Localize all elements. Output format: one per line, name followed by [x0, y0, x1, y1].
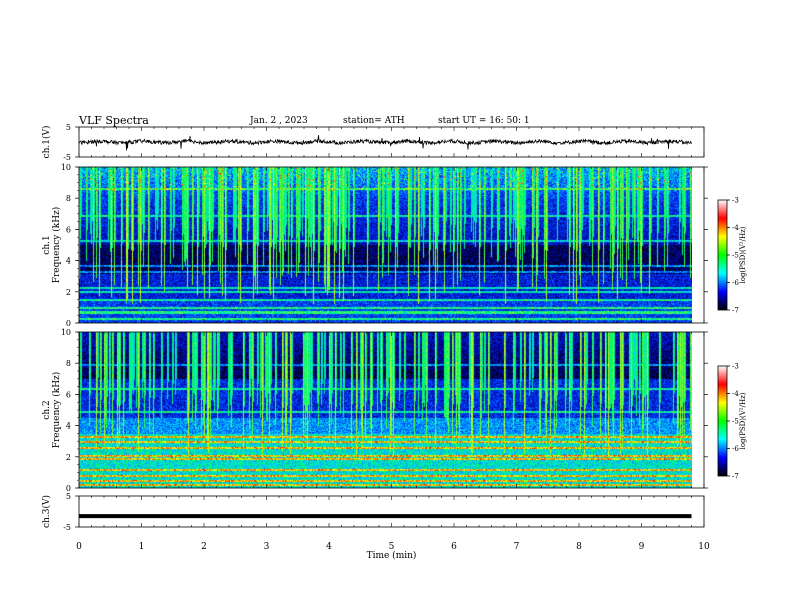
colorbar-tick-label: -7 — [732, 473, 739, 481]
colorbar-tick-label: -3 — [732, 363, 739, 371]
colorbar-tick-label: -6 — [732, 445, 739, 453]
ch2-spectrogram-ylabel: Frequency (kHz) — [51, 372, 62, 449]
y-tick-label: 4 — [66, 422, 71, 431]
ch2-colorbar: -3 -4 -5 -6 -7 log(PSD)(V²/Hz) — [717, 363, 747, 481]
ch1-colorbar: -3 -4 -5 -6 -7 log(PSD)(V²/Hz) — [717, 197, 747, 315]
y-tick-label: 0 — [66, 484, 71, 493]
y-tick-label: -5 — [63, 153, 71, 162]
ch3-waveform-ylabel: ch.3(V) — [41, 495, 52, 528]
ch1-spectrogram-ylabel: Frequency (kHz) — [51, 207, 62, 284]
colorbar-tick-label: -4 — [732, 224, 739, 232]
colorbar-tick-label: -6 — [732, 279, 739, 287]
ch1-waveform-frame — [78, 126, 705, 158]
x-tick-label: 9 — [639, 542, 645, 552]
header: VLF Spectra Jan. 2 , 2023 station= ATH s… — [78, 114, 530, 127]
x-tick-label: 6 — [451, 542, 457, 552]
ch3-waveform-frame — [78, 495, 705, 528]
x-tick-label: 10 — [698, 542, 710, 552]
x-tick-label: 1 — [139, 542, 145, 552]
x-tick-label: 2 — [201, 542, 207, 552]
colorbar-tick-label: -7 — [732, 307, 739, 315]
chart-title: VLF Spectra — [78, 114, 149, 127]
colorbar-scale — [717, 365, 728, 477]
y-tick-label: -5 — [63, 523, 71, 532]
y-tick-label: 2 — [66, 288, 71, 297]
colorbar-tick-label: -5 — [732, 418, 739, 426]
colorbar-label: log(PSD)(V²/Hz) — [739, 392, 747, 449]
spectrogram-image — [79, 167, 692, 323]
y-tick-label: 2 — [66, 453, 71, 462]
ch2-spectrogram-channel-label: ch.2 — [42, 400, 52, 419]
date-label: Jan. 2 , 2023 — [249, 116, 308, 126]
colorbar-tick-label: -4 — [732, 390, 739, 398]
x-tick-label: 8 — [576, 542, 582, 552]
x-tick-label: 7 — [514, 542, 520, 552]
colorbar-scale — [717, 199, 728, 311]
y-tick-label: 8 — [66, 359, 71, 368]
station-label: station= ATH — [343, 116, 405, 126]
colorbar-label: log(PSD)(V²/Hz) — [739, 226, 747, 283]
y-tick-label: 0 — [66, 319, 71, 328]
y-tick-label: 4 — [66, 257, 71, 266]
y-tick-label: 5 — [66, 123, 71, 132]
x-tick-label: 0 — [76, 542, 82, 552]
y-tick-label: 6 — [66, 390, 71, 399]
y-tick-label: 5 — [66, 492, 71, 501]
ch2-spectrogram — [79, 332, 692, 488]
ch1-waveform-trace — [78, 135, 692, 151]
y-tick-label: 10 — [61, 163, 71, 172]
y-tick-label: 10 — [61, 328, 71, 337]
colorbar-tick-label: -3 — [732, 197, 739, 205]
ch1-waveform-ylabel: ch.1(V) — [41, 126, 52, 159]
spectrogram-image — [79, 332, 692, 488]
colorbar-tick-label: -5 — [732, 252, 739, 260]
start-time-label: start UT = 16: 50: 1 — [438, 116, 530, 126]
x-axis-label: Time (min) — [367, 550, 417, 561]
x-tick-label: 3 — [264, 542, 270, 552]
ch1-spectrogram-channel-label: ch.1 — [42, 235, 52, 254]
y-tick-label: 6 — [66, 225, 71, 234]
axes — [75, 126, 708, 528]
x-tick-label: 5 — [389, 542, 395, 552]
x-tick-label: 4 — [326, 542, 332, 552]
ch1-spectrogram — [79, 167, 692, 323]
y-tick-label: 8 — [66, 194, 71, 203]
